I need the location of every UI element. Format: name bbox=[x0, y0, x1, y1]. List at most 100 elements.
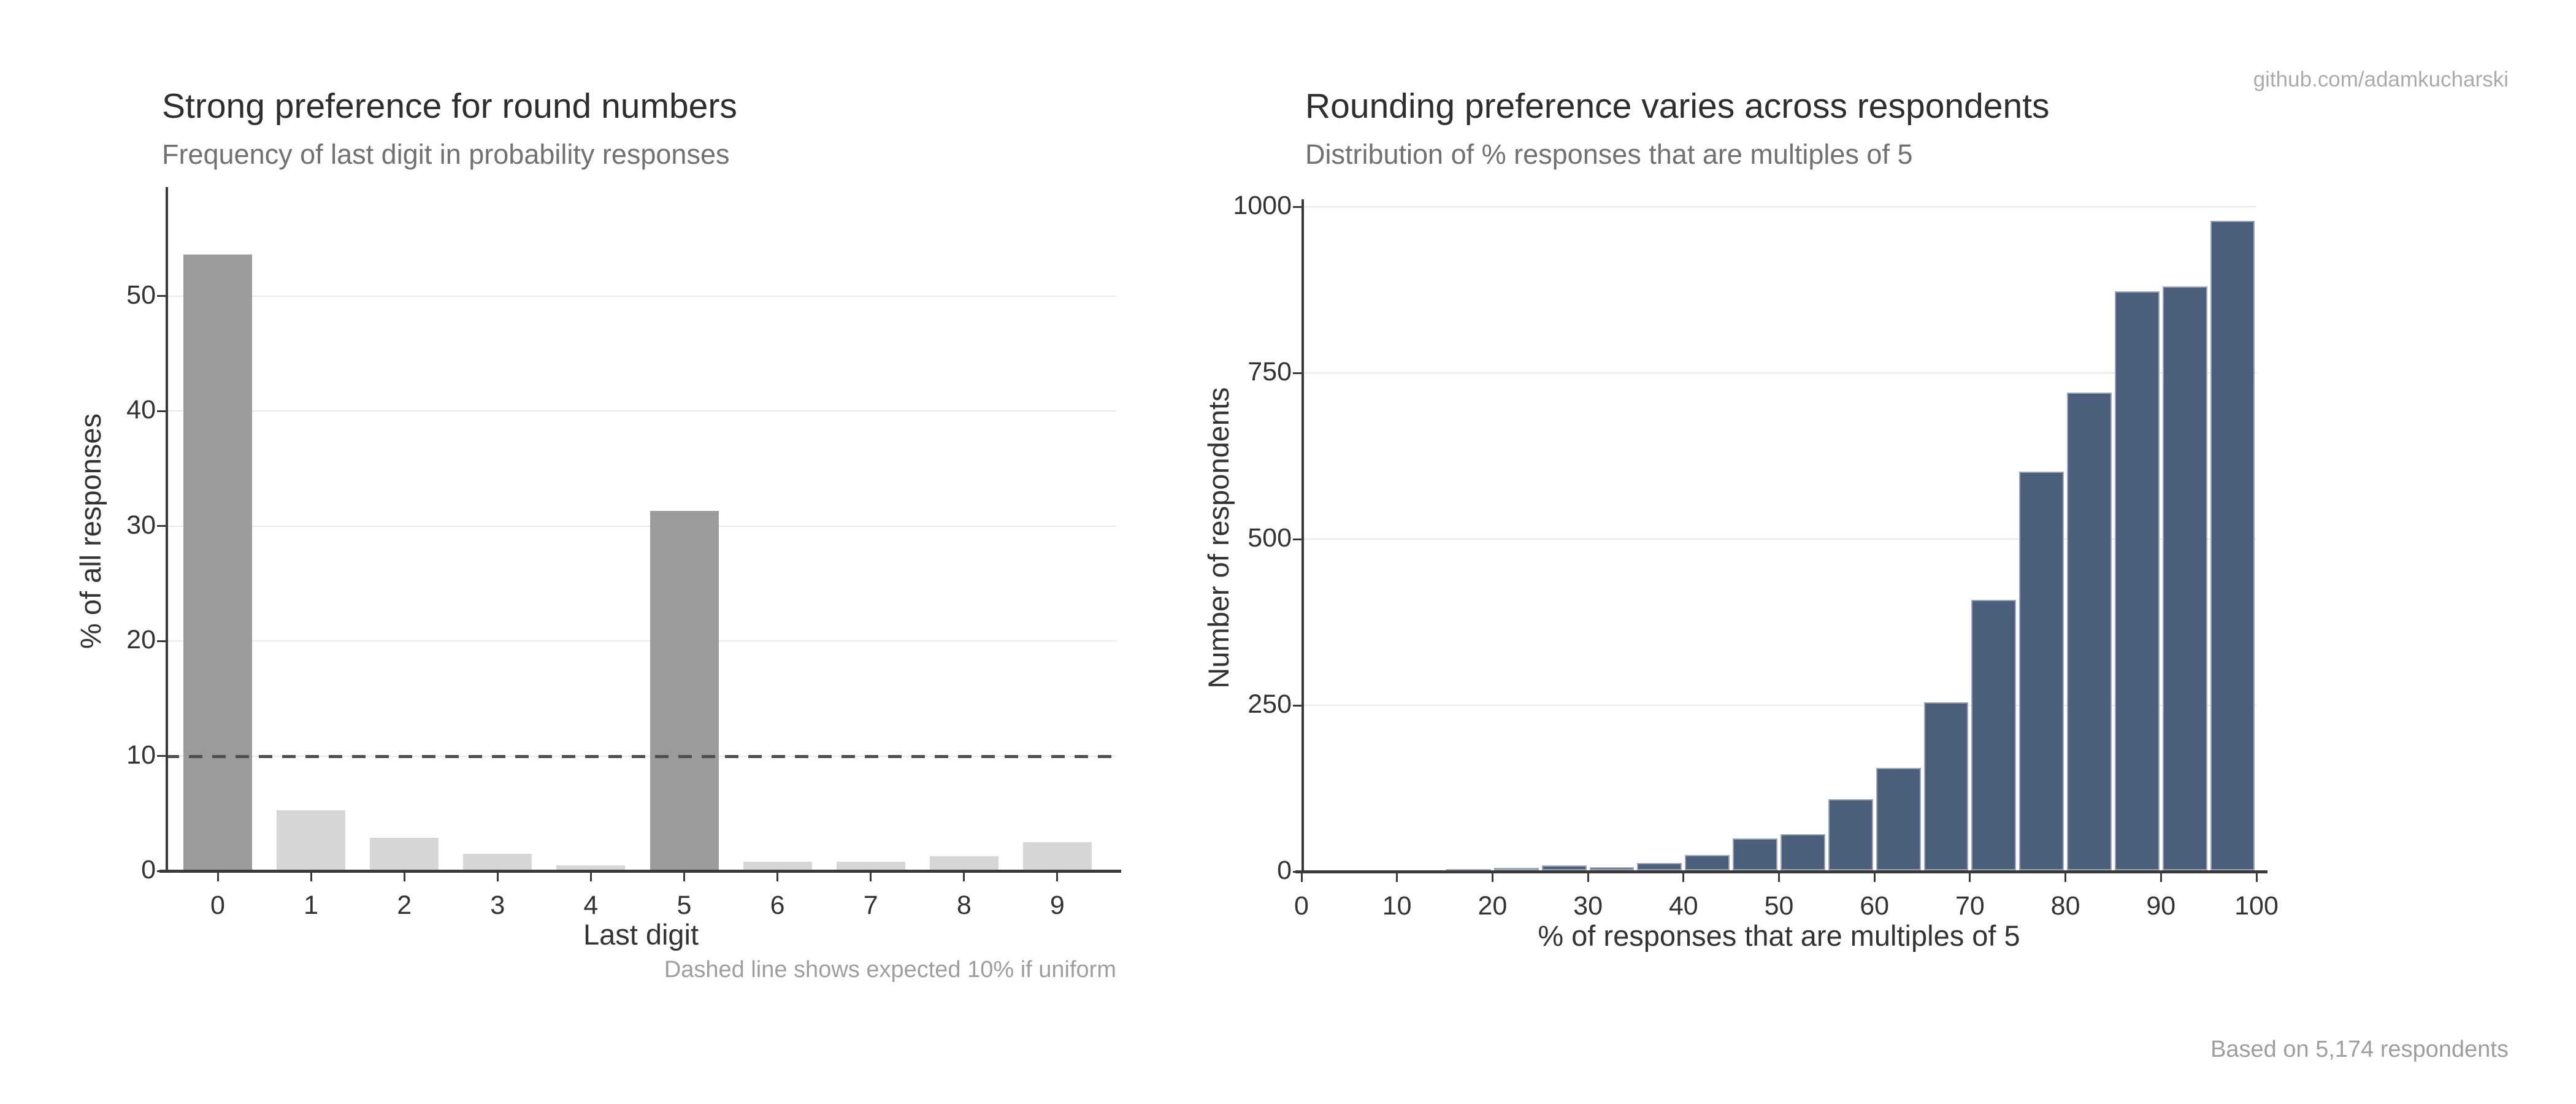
x-tick-100 bbox=[2255, 873, 2258, 882]
hist-bar-90-95 bbox=[2162, 286, 2207, 870]
y-tick-1000 bbox=[1293, 205, 1301, 208]
x-tick-label-4: 4 bbox=[583, 891, 599, 920]
bar-digit-2 bbox=[370, 837, 439, 870]
x-tick-50 bbox=[1778, 873, 1780, 882]
hist-bar-45-50 bbox=[1733, 838, 1777, 870]
x-tick-70 bbox=[1969, 873, 1971, 882]
y-tick-label-40: 40 bbox=[126, 395, 156, 424]
right-chart-y-axis-title: Number of respondents bbox=[1202, 387, 1235, 689]
gridline-40 bbox=[166, 410, 1116, 412]
gridline-250 bbox=[1301, 705, 2256, 706]
x-tick-5 bbox=[683, 873, 685, 881]
x-tick-80 bbox=[2064, 873, 2067, 882]
x-tick-6 bbox=[776, 873, 779, 881]
expected-uniform-dashed-line bbox=[166, 754, 1116, 758]
y-tick-0 bbox=[1293, 870, 1301, 873]
left-chart-subtitle: Frequency of last digit in probability r… bbox=[162, 139, 730, 170]
right-chart-plot-area: 0 10 20 30 40 50 60 70 80 90 100 0 250 500 750 1000 bbox=[1233, 191, 2279, 921]
bar-digit-4 bbox=[556, 865, 626, 870]
left-chart-y-axis-title: % of all responses bbox=[74, 413, 107, 650]
y-tick-750 bbox=[1293, 372, 1301, 374]
x-tick-label-40: 40 bbox=[1668, 891, 1698, 921]
bar-digit-7 bbox=[836, 861, 905, 870]
x-tick-label-70: 70 bbox=[1955, 891, 1985, 921]
gridline-1000 bbox=[1301, 206, 2256, 207]
hist-bar-20-25 bbox=[1493, 867, 1539, 870]
hist-bar-55-60 bbox=[1828, 799, 1873, 870]
x-tick-9 bbox=[1056, 873, 1059, 881]
y-tick-label-10: 10 bbox=[126, 740, 156, 770]
y-tick-label-50: 50 bbox=[126, 280, 156, 310]
left-chart-plot-area: 0 1 2 3 4 5 6 7 8 9 0 10 20 30 40 50 bbox=[126, 187, 1121, 920]
bar-digit-1 bbox=[277, 810, 346, 870]
y-tick-30 bbox=[157, 525, 166, 527]
bar-digit-5 bbox=[650, 511, 719, 870]
x-tick-90 bbox=[2160, 873, 2162, 882]
gridline-30 bbox=[166, 525, 1116, 527]
hist-bar-50-55 bbox=[1781, 834, 1825, 870]
y-tick-250 bbox=[1293, 704, 1301, 707]
x-tick-label-7: 7 bbox=[863, 891, 878, 920]
x-tick-label-80: 80 bbox=[2050, 891, 2080, 921]
x-tick-label-60: 60 bbox=[1860, 891, 1890, 921]
gridline-50 bbox=[166, 295, 1116, 297]
hist-bar-80-85 bbox=[2067, 392, 2112, 870]
gridline-750 bbox=[1301, 372, 2256, 374]
hist-bar-95-100 bbox=[2210, 220, 2255, 870]
bar-digit-0 bbox=[183, 254, 252, 870]
x-tick-4 bbox=[589, 873, 592, 881]
gridline-20 bbox=[166, 640, 1116, 642]
x-tick-label-90: 90 bbox=[2146, 891, 2176, 921]
y-tick-label-0: 0 bbox=[141, 855, 156, 884]
x-tick-7 bbox=[870, 873, 872, 881]
x-tick-0 bbox=[217, 873, 219, 881]
hist-bar-70-75 bbox=[1971, 599, 2017, 870]
hist-bar-75-80 bbox=[2019, 471, 2064, 870]
hist-bar-65-70 bbox=[1923, 702, 1969, 870]
bar-digit-3 bbox=[463, 853, 532, 870]
hist-bar-30-35 bbox=[1589, 867, 1635, 870]
y-tick-label-20: 20 bbox=[126, 625, 156, 654]
x-tick-2 bbox=[403, 873, 405, 881]
x-tick-label-20: 20 bbox=[1478, 891, 1508, 921]
left-chart-y-axis-line bbox=[166, 187, 168, 871]
x-tick-60 bbox=[1873, 873, 1876, 882]
y-tick-40 bbox=[157, 410, 166, 412]
y-tick-500 bbox=[1293, 538, 1301, 540]
y-tick-label-30: 30 bbox=[126, 510, 156, 540]
right-chart-y-axis-line bbox=[1301, 199, 1304, 872]
x-tick-8 bbox=[963, 873, 965, 881]
sample-size-note: Based on 5,174 respondents bbox=[2210, 1037, 2509, 1062]
hist-bar-85-90 bbox=[2114, 291, 2160, 870]
y-tick-10 bbox=[157, 755, 166, 757]
x-tick-label-30: 30 bbox=[1573, 891, 1603, 921]
right-chart-x-axis-title: % of responses that are multiples of 5 bbox=[1538, 919, 2020, 952]
y-tick-50 bbox=[157, 295, 166, 297]
y-tick-label-0: 0 bbox=[1277, 856, 1292, 885]
left-chart-caption: Dashed line shows expected 10% if unifor… bbox=[664, 957, 1116, 983]
x-tick-1 bbox=[310, 873, 312, 881]
x-tick-3 bbox=[496, 873, 499, 881]
x-tick-10 bbox=[1396, 873, 1398, 882]
gridline-500 bbox=[1301, 539, 2256, 540]
x-tick-label-6: 6 bbox=[770, 891, 785, 920]
x-tick-40 bbox=[1682, 873, 1685, 882]
y-tick-0 bbox=[157, 870, 166, 872]
x-tick-label-2: 2 bbox=[397, 891, 412, 920]
credit-note: github.com/adamkucharski bbox=[2253, 67, 2509, 91]
hist-bar-40-45 bbox=[1685, 855, 1730, 870]
y-tick-20 bbox=[157, 640, 166, 642]
x-tick-label-8: 8 bbox=[956, 891, 972, 920]
right-chart-subtitle: Distribution of % responses that are mul… bbox=[1305, 139, 1913, 170]
left-chart-title: Strong preference for round numbers bbox=[162, 86, 737, 126]
x-tick-label-0: 0 bbox=[1294, 891, 1309, 921]
hist-bar-35-40 bbox=[1637, 863, 1682, 870]
hist-bar-25-30 bbox=[1541, 865, 1587, 870]
bar-digit-8 bbox=[929, 856, 999, 870]
bar-digit-6 bbox=[743, 861, 812, 870]
x-tick-label-50: 50 bbox=[1764, 891, 1794, 921]
bar-digit-9 bbox=[1022, 842, 1092, 870]
y-tick-label-500: 500 bbox=[1248, 523, 1292, 553]
x-tick-label-9: 9 bbox=[1049, 891, 1065, 920]
